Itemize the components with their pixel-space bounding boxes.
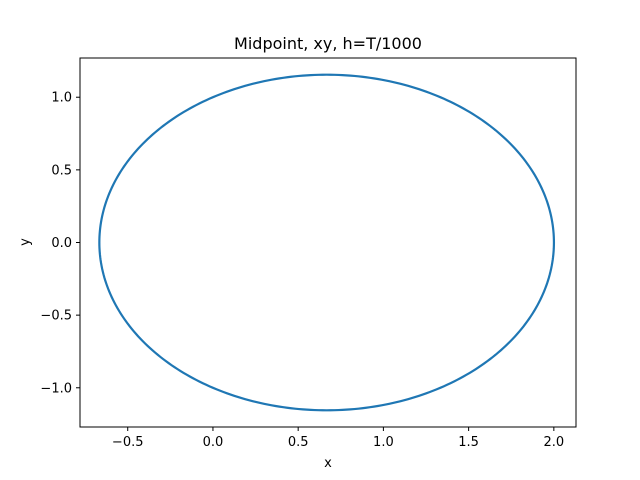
x-tick-label: 1.5 [458, 435, 479, 450]
x-axis-label: x [324, 456, 332, 471]
y-axis-label: y [18, 238, 33, 246]
series-line [98, 73, 556, 412]
y-tick-label: 1.0 [51, 91, 72, 106]
y-tick-label: 0.0 [51, 236, 72, 251]
y-tick-label: −0.5 [40, 309, 72, 324]
y-tick-label: −1.0 [40, 381, 72, 396]
y-axis: −1.0 −0.5 0.0 0.5 1.0 [40, 91, 80, 396]
x-tick-label: −0.5 [112, 435, 144, 450]
chart-title: Midpoint, xy, h=T/1000 [234, 34, 422, 53]
x-tick-label: 0.0 [203, 435, 224, 450]
plot-area-frame [79, 57, 577, 428]
y-tick-label: 0.5 [51, 163, 72, 178]
x-tick-label: 2.0 [543, 435, 564, 450]
x-tick-label: 0.5 [288, 435, 309, 450]
x-axis: −0.5 0.0 0.5 1.0 1.5 2.0 [112, 427, 564, 450]
x-tick-label: 1.0 [373, 435, 394, 450]
